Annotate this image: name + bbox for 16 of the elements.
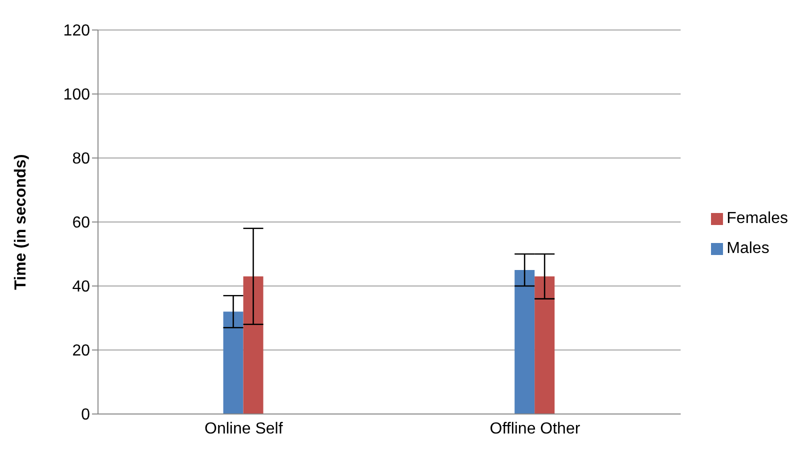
y-tick-label: 100 [63, 86, 90, 104]
legend-label: Males [726, 240, 770, 257]
bar [514, 270, 535, 414]
y-tick-label: 80 [72, 150, 90, 168]
y-tick-label: 120 [63, 22, 90, 40]
bar [223, 312, 244, 414]
y-tick-label: 60 [72, 214, 90, 232]
y-tick-label: 20 [72, 342, 90, 360]
legend-label: Females [726, 210, 788, 227]
y-axis-title: Time (in seconds) [12, 154, 30, 290]
y-tick-label: 0 [81, 406, 90, 424]
bar [534, 276, 555, 414]
y-tick-label: 40 [72, 278, 90, 296]
x-tick-label: Offline Other [490, 420, 581, 438]
x-tick-label: Online Self [204, 420, 284, 438]
bar [243, 276, 264, 414]
